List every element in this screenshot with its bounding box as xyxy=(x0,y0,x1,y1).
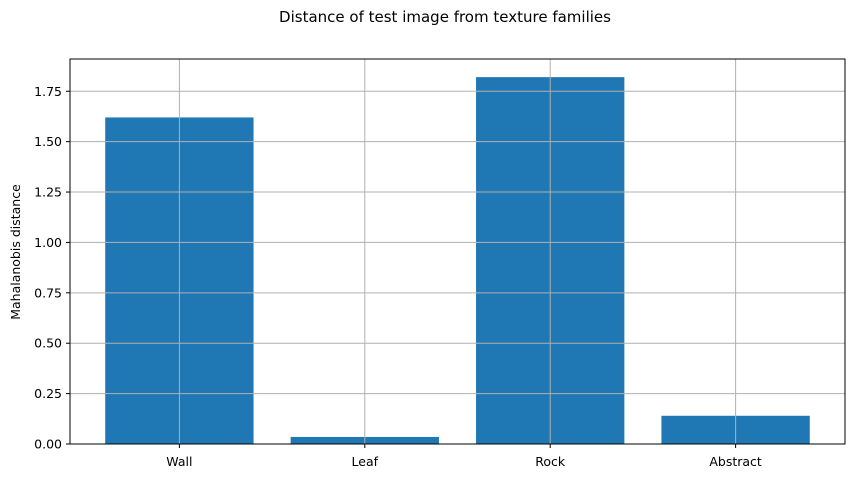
x-tick-label: Abstract xyxy=(709,454,762,469)
y-tick-label: 1.00 xyxy=(34,235,62,250)
x-tick-label: Leaf xyxy=(352,454,379,469)
y-tick-label: 1.50 xyxy=(34,134,62,149)
axes xyxy=(66,58,846,448)
y-tick-label: 1.25 xyxy=(34,185,62,200)
plot-frame xyxy=(69,58,846,445)
y-tick-label: 0.00 xyxy=(34,437,62,452)
tick-labels: 0.00 0.25 0.50 0.75 1.00 1.25 1.50 1.75 Wall Leaf… xyxy=(34,84,762,469)
y-tick-label: 0.25 xyxy=(34,386,62,401)
y-tick-label: 1.75 xyxy=(34,84,62,99)
y-tick-label: 0.75 xyxy=(34,285,62,300)
bars xyxy=(105,77,810,444)
y-axis-label: Mahalanobis distance xyxy=(8,184,23,320)
x-tick-label: Wall xyxy=(166,454,192,469)
x-tick-label: Rock xyxy=(535,454,566,469)
chart-title: Distance of test image from texture fami… xyxy=(279,8,611,26)
y-tick-label: 0.50 xyxy=(34,336,62,351)
